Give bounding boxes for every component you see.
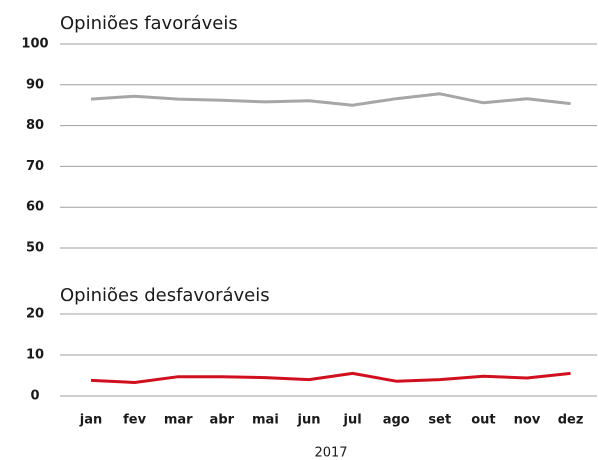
x-tick-label: ago [383, 413, 410, 428]
x-tick-label: out [471, 413, 495, 428]
y-tick-label: 0 [30, 389, 39, 404]
x-tick-label: fev [123, 413, 146, 428]
x-tick-label: abr [210, 413, 235, 428]
x-tick-label: jun [297, 413, 321, 428]
x-tick-label: mai [252, 413, 279, 428]
series-line [90, 371, 571, 384]
y-tick-label: 10 [26, 348, 44, 363]
y-tick-label: 80 [26, 118, 44, 133]
series-line [90, 92, 571, 107]
x-tick-label: jul [343, 413, 362, 428]
x-tick-label: mar [164, 413, 193, 428]
x-tick-label: set [428, 413, 451, 428]
y-tick-label: 60 [26, 200, 44, 215]
x-axis-label: 2017 [314, 446, 347, 460]
y-tick-label: 100 [21, 37, 48, 52]
y-tick-label: 70 [26, 159, 44, 174]
y-tick-label: 90 [26, 77, 44, 92]
y-tick-label: 50 [26, 241, 44, 256]
panel-title: Opiniões favoráveis [60, 13, 238, 34]
x-tick-label: nov [514, 413, 541, 428]
y-tick-label: 20 [26, 307, 44, 322]
x-tick-label: jan [79, 413, 102, 428]
x-tick-label: dez [558, 413, 584, 428]
panel-title: Opiniões desfavoráveis [60, 285, 270, 306]
